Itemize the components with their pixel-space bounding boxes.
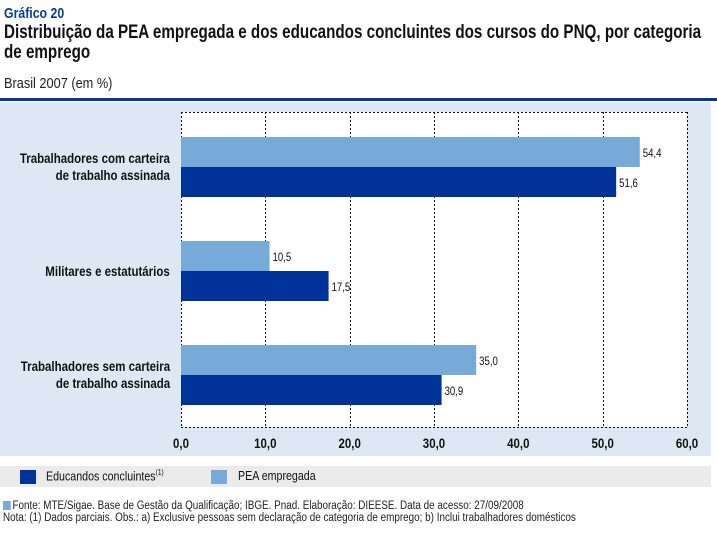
category-label-line: Trabalhadores com carteira	[20, 150, 170, 166]
bar-chart: 0,0 10,0 20,0 30,0 40,0 50,0 60,0 54,4 51,6 10,5 1…	[173, 112, 698, 451]
legend-swatch-pea	[211, 470, 227, 484]
x-tick-label: 0,0	[173, 435, 189, 451]
x-tick-label: 50,0	[591, 435, 613, 451]
x-tick-label: 40,0	[507, 435, 529, 451]
data-label: 51,6	[619, 177, 638, 190]
legend-label-text: Educandos concluintes	[46, 468, 156, 484]
chart-number-label: Gráfico 20	[4, 5, 77, 22]
legend-label-text: PEA empregada	[238, 468, 316, 483]
chart-number-text: Gráfico 20	[4, 5, 65, 22]
bar-pea-empregada	[181, 137, 640, 167]
data-label: 54,4	[643, 147, 662, 160]
title-divider	[0, 98, 717, 101]
bullet-square-icon	[3, 501, 11, 510]
data-label: 17,5	[332, 281, 351, 294]
x-tick-label: 60,0	[676, 435, 698, 451]
legend-swatch-educandos	[20, 470, 36, 484]
category-label-line: de trabalho assinada	[55, 375, 170, 391]
legend-label-pea: PEA empregada	[238, 468, 333, 483]
note-text: Nota: (1) Dados parciais. Obs.: a) Exclu…	[3, 512, 576, 524]
bar-pea-empregada	[181, 241, 270, 271]
chart-subtitle: Brasil 2007 (em %)	[4, 75, 132, 92]
x-tick-label: 10,0	[254, 435, 276, 451]
bar-pea-empregada	[181, 345, 477, 375]
category-label-line: de trabalho assinada	[55, 167, 170, 183]
category-label-line: Trabalhadores sem carteira	[20, 358, 170, 374]
legend-label-educandos: Educandos concluintes(1)	[46, 468, 189, 483]
x-tick-label: 20,0	[338, 435, 360, 451]
category-label: Trabalhadores sem carteira de trabalho as…	[0, 358, 170, 392]
bar-educandos-concluintes	[181, 271, 329, 301]
category-label-line: Militares e estatutários	[45, 262, 170, 279]
source-line: Fonte: MTE/Sigae. Base de Gestão da Qual…	[3, 500, 669, 512]
footnotes: Fonte: MTE/Sigae. Base de Gestão da Qual…	[3, 500, 669, 524]
chart-title-text: Distribuição da PEA empregada e dos educ…	[4, 22, 702, 63]
chart-title: Distribuição da PEA empregada e dos educ…	[4, 23, 714, 63]
source-text: Fonte: MTE/Sigae. Base de Gestão da Qual…	[12, 500, 524, 512]
data-label: 10,5	[273, 251, 292, 264]
chart-subtitle-text: Brasil 2007 (em %)	[4, 75, 113, 92]
data-label: 35,0	[479, 355, 498, 368]
note-line: Nota: (1) Dados parciais. Obs.: a) Exclu…	[3, 512, 669, 524]
bar-educandos-concluintes	[181, 167, 617, 197]
data-label: 30,9	[445, 385, 464, 398]
bar-educandos-concluintes	[181, 375, 442, 405]
legend	[0, 466, 711, 487]
x-tick-label: 30,0	[423, 435, 445, 451]
category-label: Trabalhadores com carteira de trabalho as…	[0, 150, 170, 184]
legend-note: (1)	[155, 468, 164, 477]
category-label: Militares e estatutários	[18, 263, 170, 280]
